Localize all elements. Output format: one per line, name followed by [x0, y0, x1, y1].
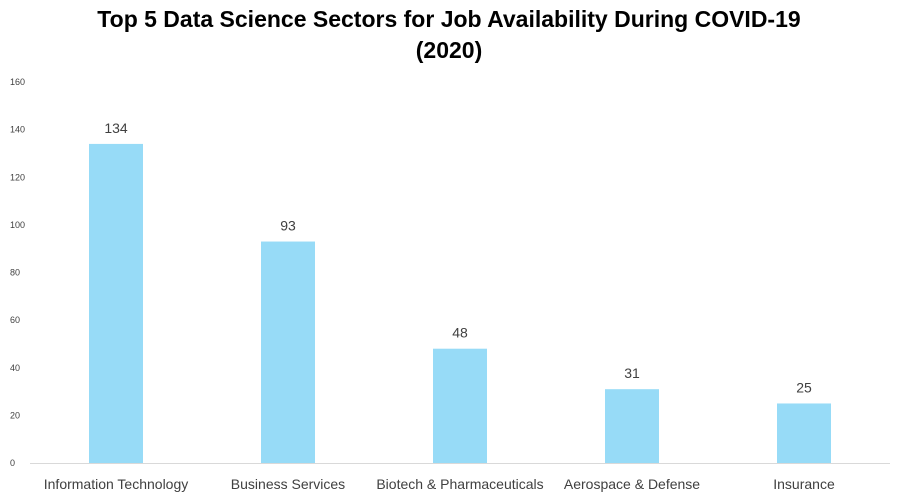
- chart-title: Top 5 Data Science Sectors for Job Avail…: [97, 6, 801, 63]
- x-tick-label: Aerospace & Defense: [564, 476, 700, 492]
- y-tick-label: 140: [10, 125, 25, 135]
- data-label: 31: [624, 365, 640, 381]
- x-tick-label: Information Technology: [44, 476, 189, 492]
- bar: [433, 348, 487, 463]
- y-tick-label: 80: [10, 268, 20, 278]
- x-tick-label: Biotech & Pharmaceuticals: [376, 476, 543, 492]
- y-tick-label: 100: [10, 220, 25, 230]
- y-tick-label: 40: [10, 363, 20, 373]
- data-label: 134: [104, 120, 128, 136]
- y-tick-label: 160: [10, 77, 25, 87]
- data-label: 25: [796, 379, 812, 395]
- y-tick-label: 60: [10, 315, 20, 325]
- y-tick-label: 120: [10, 172, 25, 182]
- bar: [605, 389, 659, 463]
- bar: [89, 143, 143, 463]
- bar: [261, 241, 315, 463]
- bar: [777, 403, 831, 463]
- data-label: 48: [452, 325, 468, 341]
- x-tick-label: Business Services: [231, 476, 345, 492]
- y-tick-label: 20: [10, 410, 20, 420]
- x-tick-label: Insurance: [773, 476, 835, 492]
- y-tick-label: 0: [10, 458, 15, 468]
- data-label: 93: [280, 218, 296, 234]
